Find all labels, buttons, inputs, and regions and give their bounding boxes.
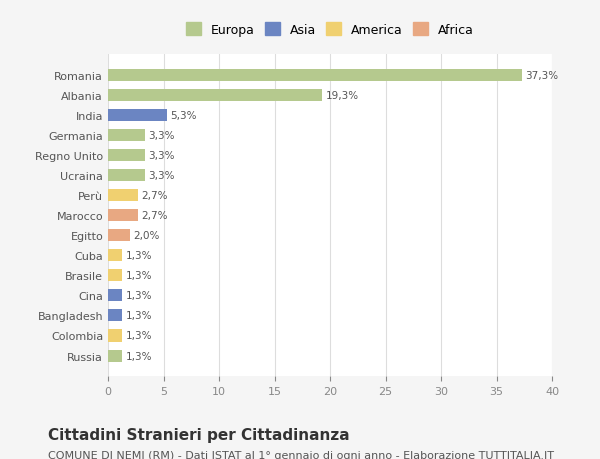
Bar [108, 250, 122, 262]
Bar [108, 110, 167, 122]
Text: COMUNE DI NEMI (RM) - Dati ISTAT al 1° gennaio di ogni anno - Elaborazione TUTTI: COMUNE DI NEMI (RM) - Dati ISTAT al 1° g… [48, 450, 554, 459]
Bar [108, 130, 145, 142]
Bar [108, 210, 138, 222]
Text: 1,3%: 1,3% [126, 291, 152, 301]
Bar [108, 350, 122, 362]
Bar [108, 90, 322, 102]
Bar [108, 70, 522, 82]
Text: 1,3%: 1,3% [126, 351, 152, 361]
Text: 1,3%: 1,3% [126, 271, 152, 281]
Bar [108, 230, 130, 242]
Text: 2,7%: 2,7% [142, 191, 168, 201]
Text: 2,0%: 2,0% [134, 231, 160, 241]
Text: 1,3%: 1,3% [126, 311, 152, 321]
Text: 2,7%: 2,7% [142, 211, 168, 221]
Text: 37,3%: 37,3% [526, 71, 559, 81]
Bar [108, 310, 122, 322]
Text: 1,3%: 1,3% [126, 331, 152, 341]
Text: 3,3%: 3,3% [148, 131, 175, 141]
Text: 3,3%: 3,3% [148, 151, 175, 161]
Text: 19,3%: 19,3% [326, 91, 359, 101]
Text: Cittadini Stranieri per Cittadinanza: Cittadini Stranieri per Cittadinanza [48, 427, 350, 442]
Bar [108, 330, 122, 342]
Text: 5,3%: 5,3% [170, 111, 197, 121]
Bar [108, 170, 145, 182]
Legend: Europa, Asia, America, Africa: Europa, Asia, America, Africa [182, 20, 478, 41]
Bar [108, 150, 145, 162]
Bar [108, 270, 122, 282]
Bar [108, 190, 138, 202]
Text: 3,3%: 3,3% [148, 171, 175, 181]
Text: 1,3%: 1,3% [126, 251, 152, 261]
Bar [108, 290, 122, 302]
